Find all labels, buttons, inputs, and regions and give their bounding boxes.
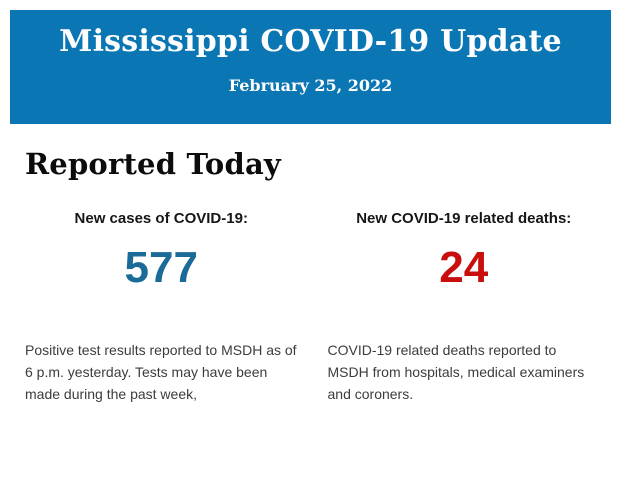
new-deaths-value: 24 (439, 243, 489, 292)
new-deaths-label: New COVID-19 related deaths: (356, 210, 572, 227)
new-cases-value: 577 (124, 243, 198, 292)
covid-update-page: Mississippi COVID-19 Update February 25,… (0, 10, 620, 493)
page-title: Mississippi COVID-19 Update (59, 24, 562, 59)
stat-new-cases: New cases of COVID-19: 577 Positive test… (25, 210, 298, 405)
report-date: February 25, 2022 (228, 76, 393, 95)
new-deaths-description: COVID-19 related deaths reported to MSDH… (327, 342, 585, 402)
content-area: Reported Today New cases of COVID-19: 57… (0, 147, 620, 405)
stats-row: New cases of COVID-19: 577 Positive test… (25, 210, 600, 405)
header-banner: Mississippi COVID-19 Update February 25,… (10, 10, 611, 124)
new-cases-description: Positive test results reported to MSDH a… (25, 342, 297, 402)
new-cases-label: New cases of COVID-19: (74, 210, 248, 227)
section-heading: Reported Today (25, 147, 281, 181)
stat-new-deaths: New COVID-19 related deaths: 24 COVID-19… (328, 210, 601, 405)
